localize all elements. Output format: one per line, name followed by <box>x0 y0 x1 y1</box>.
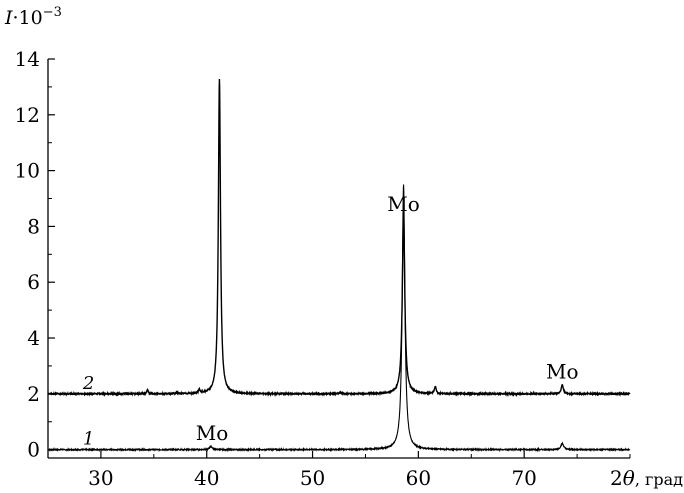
series-1-curve <box>48 185 630 451</box>
annotation-layer: Mo Mo Mo <box>196 192 579 445</box>
peak-annotation: Mo <box>196 421 229 445</box>
y-axis-label: I·10−3 <box>4 5 62 29</box>
x-tick-label: 50 <box>300 466 325 490</box>
series-2-label: 2 <box>82 373 94 394</box>
x-tick-label: 60 <box>406 466 431 490</box>
peak-annotation: Mo <box>387 192 420 216</box>
y-tick-label: 6 <box>27 270 40 294</box>
x-axis-label: 2θ, град <box>610 466 683 490</box>
y-tick-label: 14 <box>15 47 40 71</box>
y-tick-label: 12 <box>15 103 40 127</box>
y-tick-label: 4 <box>27 326 40 350</box>
x-tick-label: 40 <box>194 466 219 490</box>
y-tick-label: 0 <box>27 438 40 462</box>
x-tick-label: 30 <box>88 466 113 490</box>
series-layer: 12 <box>48 79 630 450</box>
series-2-curve <box>48 79 630 394</box>
peak-annotation: Mo <box>546 359 579 383</box>
y-tick-label: 10 <box>15 159 40 183</box>
series-1-label: 1 <box>83 429 94 450</box>
x-tick-label: 70 <box>511 466 536 490</box>
y-tick-label: 2 <box>27 382 40 406</box>
y-tick-label: 8 <box>27 214 40 238</box>
